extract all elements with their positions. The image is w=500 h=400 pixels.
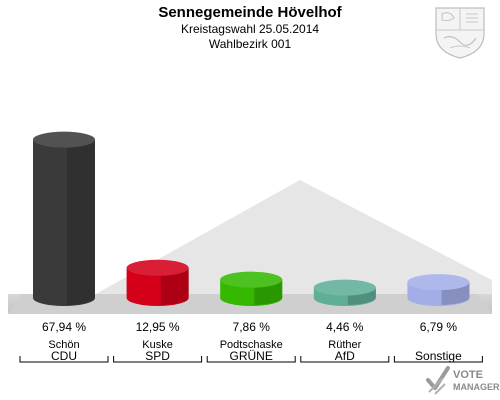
party-label: AfD	[335, 349, 355, 363]
candidate-label: Podtschaske	[220, 339, 283, 351]
logo-line1: VOTE	[453, 369, 483, 381]
value-label: 12,95 %	[136, 320, 180, 334]
chart-subtitle: Kreistagswahl 25.05.2014	[180, 22, 320, 36]
label-bracket	[300, 356, 390, 363]
label-bracket	[19, 356, 109, 363]
checkmark-icon	[426, 366, 450, 395]
value-label: 7,86 %	[233, 320, 271, 334]
party-label: CDU	[51, 349, 77, 363]
candidate-label: Kuske	[142, 339, 173, 351]
party-label: Sonstige	[415, 349, 462, 363]
chart-title: Sennegemeinde Hövelhof	[158, 4, 342, 21]
bars-group	[33, 131, 470, 306]
label-bracket	[206, 356, 296, 363]
bar-cdu	[33, 131, 95, 306]
bar-sonstige	[407, 274, 470, 306]
label-bracket	[393, 356, 483, 363]
party-label: GRÜNE	[230, 349, 273, 363]
vote-manager-logo: VOTE MANAGER	[426, 366, 500, 395]
party-label: SPD	[145, 349, 170, 363]
bar-grüne	[220, 271, 283, 306]
candidate-label: Schön	[48, 339, 79, 351]
value-label: 6,79 %	[420, 320, 458, 334]
bar-afd	[313, 279, 376, 306]
candidate-label: Rüther	[328, 339, 361, 351]
value-label: 67,94 %	[42, 320, 86, 334]
bar-spd	[126, 259, 189, 306]
label-bracket	[113, 356, 203, 363]
logo-line2: MANAGER	[453, 382, 500, 392]
chart-subtitle-district: Wahlbezirk 001	[208, 37, 292, 51]
coat-of-arms-icon	[435, 7, 485, 59]
value-label: 4,46 %	[326, 320, 364, 334]
